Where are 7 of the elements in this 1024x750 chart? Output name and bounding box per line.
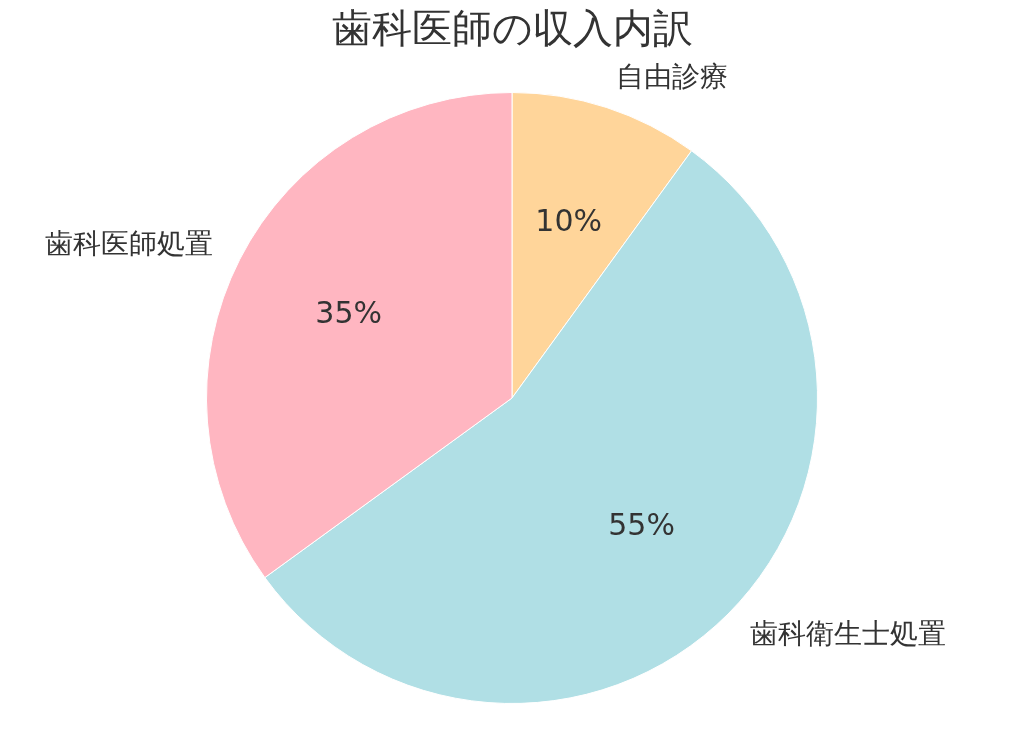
data-label: 35%: [315, 294, 383, 330]
slice-label: 歯科医師処置: [44, 226, 213, 260]
chart-title: 歯科医師の収入内訳: [331, 5, 693, 52]
slice-label: 自由診療: [615, 59, 728, 93]
data-label: 10%: [535, 203, 602, 239]
slice-label: 歯科衛生士処置: [749, 616, 946, 650]
data-label: 55%: [608, 507, 675, 543]
